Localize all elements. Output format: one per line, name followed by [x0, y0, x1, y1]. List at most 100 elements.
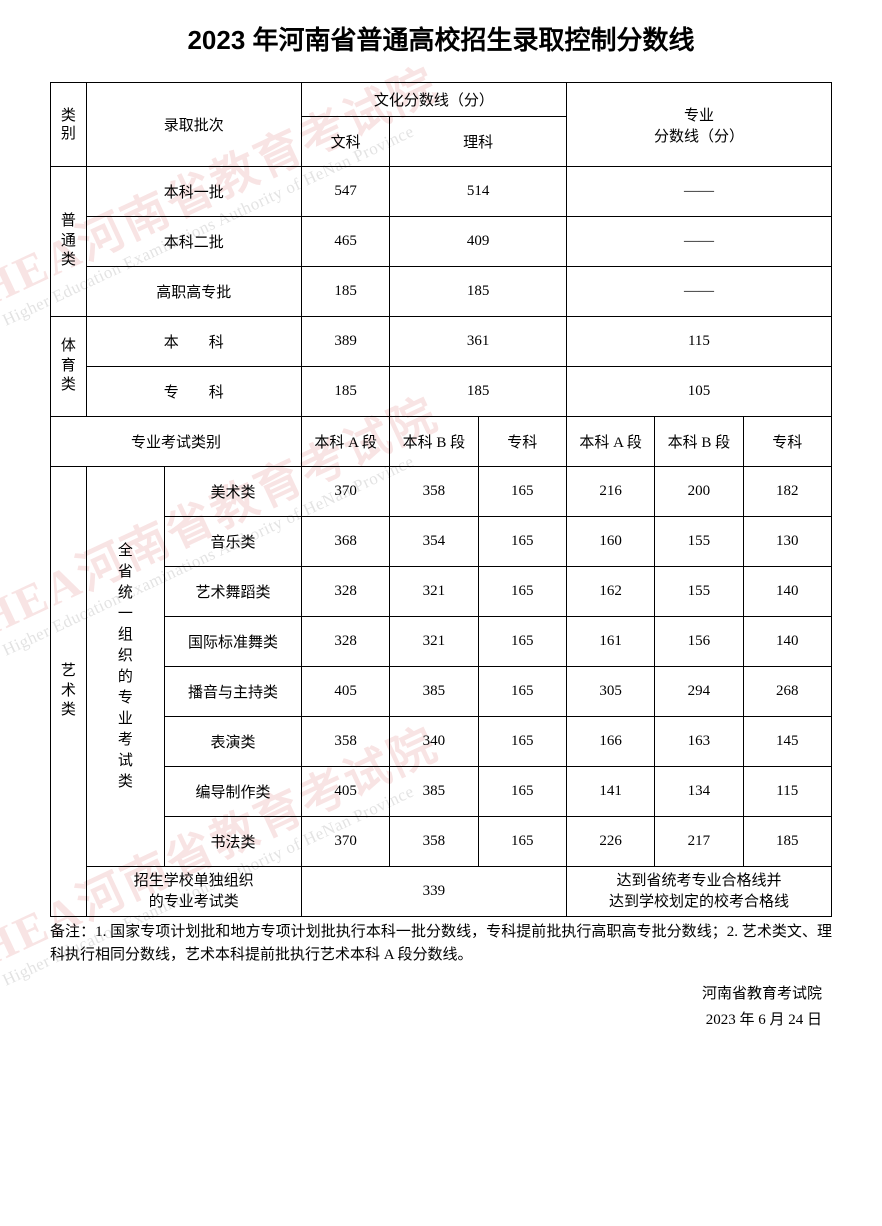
cell: 340 — [390, 717, 478, 767]
cell: 141 — [566, 767, 654, 817]
header-bkb2: 本科 B 段 — [655, 417, 743, 467]
cell: 161 — [566, 617, 654, 667]
art-school-row-name: 招生学校单独组织 的专业考试类 — [86, 867, 301, 917]
cell: 155 — [655, 567, 743, 617]
footnote: 备注：1. 国家专项计划批和地方专项计划批执行本科一批分数线，专科提前批执行高职… — [50, 921, 832, 966]
cell: 156 — [655, 617, 743, 667]
sports-row-name: 本 科 — [86, 317, 301, 367]
header-bka2: 本科 A 段 — [566, 417, 654, 467]
cell: 358 — [301, 717, 389, 767]
header-major: 专业 分数线（分） — [566, 83, 831, 167]
cell: 294 — [655, 667, 743, 717]
cell: 165 — [478, 467, 566, 517]
art-sub-label: 全省统一组织的专业考试类 — [86, 467, 164, 867]
cell: 182 — [743, 467, 831, 517]
cell: 163 — [655, 717, 743, 767]
cell: 160 — [566, 517, 654, 567]
cell: 547 — [301, 167, 389, 217]
cell: 370 — [301, 817, 389, 867]
cell: 370 — [301, 467, 389, 517]
art-row-name: 美术类 — [165, 467, 302, 517]
cell: 405 — [301, 767, 389, 817]
cell: 165 — [478, 767, 566, 817]
header-li: 理科 — [390, 117, 567, 167]
cell: 155 — [655, 517, 743, 567]
cell: 185 — [743, 817, 831, 867]
page-title: 2023 年河南省普通高校招生录取控制分数线 — [50, 20, 832, 57]
art-row-name: 国际标准舞类 — [165, 617, 302, 667]
general-label: 普通类 — [51, 167, 87, 317]
cell: 389 — [301, 317, 389, 367]
general-row-name: 高职高专批 — [86, 267, 301, 317]
cell: 185 — [301, 367, 389, 417]
cell: 339 — [301, 867, 566, 917]
cell: 409 — [390, 217, 567, 267]
sports-label: 体育类 — [51, 317, 87, 417]
cell: 162 — [566, 567, 654, 617]
art-row-name: 艺术舞蹈类 — [165, 567, 302, 617]
cell: 165 — [478, 817, 566, 867]
cell: 385 — [390, 667, 478, 717]
cell: 115 — [743, 767, 831, 817]
cell: 405 — [301, 667, 389, 717]
header-bka: 本科 A 段 — [301, 417, 389, 467]
signature-block: 河南省教育考试院 2023 年 6 月 24 日 — [50, 982, 832, 1033]
cell: 321 — [390, 567, 478, 617]
cell: 305 — [566, 667, 654, 717]
cell: 165 — [478, 617, 566, 667]
cell: 358 — [390, 817, 478, 867]
cell: 达到省统考专业合格线并 达到学校划定的校考合格线 — [566, 867, 831, 917]
cell: 361 — [390, 317, 567, 367]
cell: 105 — [566, 367, 831, 417]
cell: —— — [566, 217, 831, 267]
cell: 514 — [390, 167, 567, 217]
cell: 165 — [478, 717, 566, 767]
cell: 465 — [301, 217, 389, 267]
cell: 328 — [301, 617, 389, 667]
sports-row-name: 专 科 — [86, 367, 301, 417]
cell: 140 — [743, 617, 831, 667]
cell: 185 — [301, 267, 389, 317]
cell: 368 — [301, 517, 389, 567]
art-label: 艺术类 — [51, 467, 87, 917]
cell: 216 — [566, 467, 654, 517]
header-batch: 录取批次 — [86, 83, 301, 167]
cell: 115 — [566, 317, 831, 367]
art-row-name: 书法类 — [165, 817, 302, 867]
header-category: 类别 — [51, 83, 87, 167]
cell: 385 — [390, 767, 478, 817]
cell: 165 — [478, 567, 566, 617]
cell: 185 — [390, 367, 567, 417]
general-row-name: 本科一批 — [86, 167, 301, 217]
header-wen: 文科 — [301, 117, 389, 167]
cell: 321 — [390, 617, 478, 667]
header-zk2: 专科 — [743, 417, 831, 467]
header-zk: 专科 — [478, 417, 566, 467]
art-exam-type-header: 专业考试类别 — [51, 417, 302, 467]
cell: 354 — [390, 517, 478, 567]
cell: 358 — [390, 467, 478, 517]
cell: 328 — [301, 567, 389, 617]
cell: 166 — [566, 717, 654, 767]
cell: 130 — [743, 517, 831, 567]
cell: 185 — [390, 267, 567, 317]
cell: —— — [566, 167, 831, 217]
art-row-name: 表演类 — [165, 717, 302, 767]
header-culture: 文化分数线（分） — [301, 83, 566, 117]
art-row-name: 播音与主持类 — [165, 667, 302, 717]
cell: 268 — [743, 667, 831, 717]
sign-org: 河南省教育考试院 — [50, 982, 822, 1008]
cell: 226 — [566, 817, 654, 867]
sign-date: 2023 年 6 月 24 日 — [50, 1008, 822, 1034]
cell: 134 — [655, 767, 743, 817]
score-table: 类别 录取批次 文化分数线（分） 专业 分数线（分） 文科 理科 普通类 本科一… — [50, 82, 832, 917]
art-row-name: 编导制作类 — [165, 767, 302, 817]
cell: 140 — [743, 567, 831, 617]
general-row-name: 本科二批 — [86, 217, 301, 267]
cell: 165 — [478, 667, 566, 717]
art-row-name: 音乐类 — [165, 517, 302, 567]
cell: 145 — [743, 717, 831, 767]
cell: —— — [566, 267, 831, 317]
cell: 165 — [478, 517, 566, 567]
cell: 217 — [655, 817, 743, 867]
